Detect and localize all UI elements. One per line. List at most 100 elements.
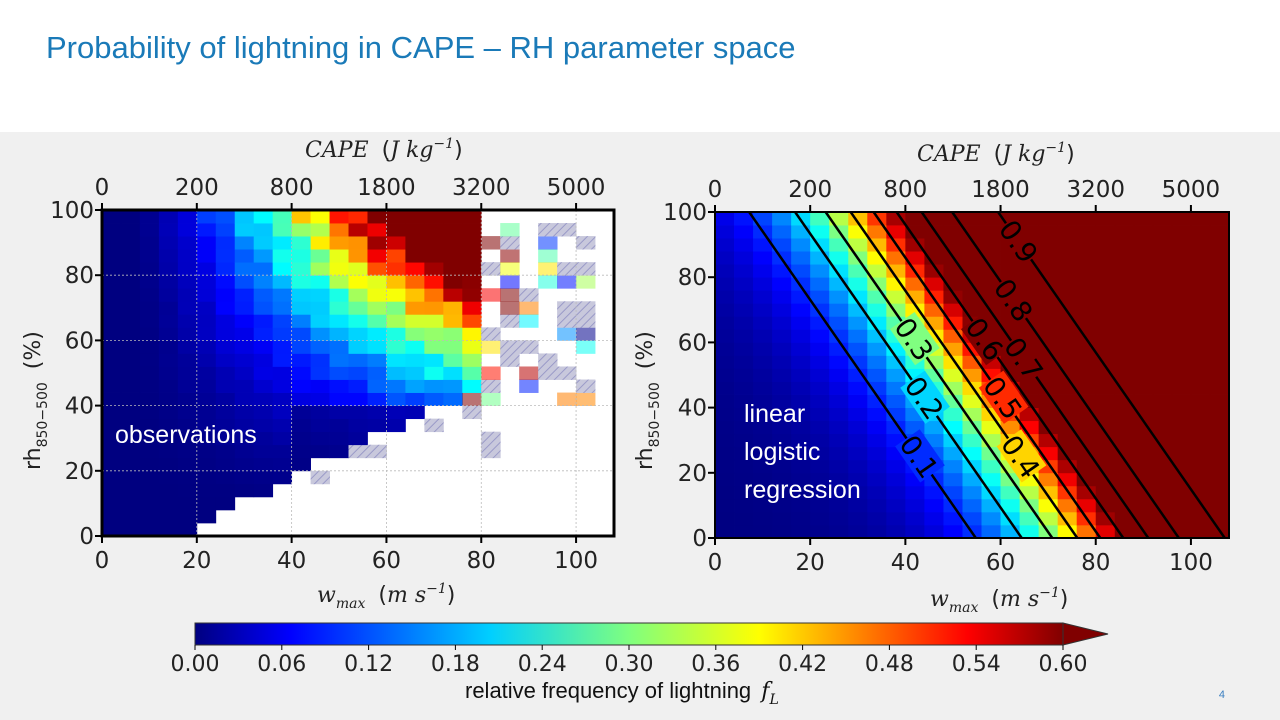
- heatmap-cell: [272, 444, 293, 459]
- heatmap-cell: [886, 264, 906, 278]
- heatmap-cell: [1190, 225, 1211, 239]
- heatmap-cell: [367, 353, 387, 367]
- y-tick-label: 40: [678, 396, 707, 422]
- heatmap-cell: [867, 498, 887, 513]
- heatmap-cell: [102, 444, 122, 459]
- x-tick-label: 40: [277, 548, 306, 574]
- heatmap-cell: [291, 392, 311, 406]
- heatmap-cell: [291, 327, 311, 341]
- heatmap-cell: [1095, 485, 1116, 500]
- heatmap-cell: [791, 368, 811, 382]
- heatmap-cell: [867, 524, 887, 538]
- heatmap-cell: [139, 379, 160, 393]
- heatmap-cell: [810, 511, 830, 526]
- heatmap-cell: [215, 470, 236, 485]
- heatmap-cell: [791, 381, 811, 395]
- heatmap-cell: [810, 225, 830, 239]
- top-tick-label: 1800: [357, 175, 416, 201]
- top-tick-label: 800: [270, 175, 314, 201]
- heatmap-cell-sparse: [481, 340, 501, 354]
- heatmap-cell: [848, 472, 868, 487]
- heatmap-cell: [867, 264, 887, 278]
- heatmap-cell: [367, 418, 387, 433]
- heatmap-cell: [734, 342, 754, 356]
- heatmap-cell: [734, 433, 754, 448]
- heatmap-cell-sparse: [500, 236, 520, 250]
- heatmap-cell: [1076, 264, 1097, 278]
- heatmap-cell: [772, 472, 792, 487]
- heatmap-cell: [753, 238, 773, 252]
- heatmap-cell: [443, 327, 463, 341]
- heatmap-cell: [753, 329, 773, 343]
- heatmap-cell: [1057, 329, 1078, 343]
- heatmap-cell: [158, 405, 179, 420]
- heatmap-cell: [139, 483, 160, 498]
- heatmap-cell: [120, 418, 141, 433]
- heatmap-cell: [329, 444, 349, 459]
- heatmap-cell: [405, 236, 425, 250]
- heatmap-cell: [829, 290, 849, 304]
- heatmap-cell-sparse: [538, 236, 558, 250]
- heatmap-cell: [139, 223, 160, 237]
- heatmap-cell: [1019, 511, 1040, 526]
- heatmap-cell: [329, 249, 349, 263]
- heatmap-cell: [348, 275, 368, 289]
- heatmap-cell: [405, 340, 425, 354]
- heatmap-cell: [158, 457, 179, 472]
- heatmap-cell: [1209, 511, 1229, 526]
- heatmap-cell: [215, 262, 236, 276]
- heatmap-cell: [196, 470, 217, 485]
- colorbar-ticks: 0.00 0.06 0.12 0.18 0.24 0.30 0.36 0.42 0.48 0.54…: [171, 645, 1087, 677]
- heatmap-cell-sparse: [576, 301, 596, 315]
- heatmap-cell: [1209, 212, 1229, 226]
- heatmap-cell: [386, 262, 406, 276]
- heatmap-cell: [253, 223, 274, 237]
- heatmap-cell: [810, 368, 830, 382]
- heatmap-cell: [367, 327, 387, 341]
- heatmap-cell: [734, 459, 754, 474]
- heatmap-cell: [443, 379, 463, 393]
- heatmap-cell: [1209, 238, 1229, 252]
- top-tick-label: 5000: [1162, 177, 1221, 203]
- heatmap-cell: [177, 301, 198, 315]
- heatmap-cell: [772, 368, 792, 382]
- heatmap-cell: [139, 496, 160, 511]
- heatmap-cell: [348, 366, 368, 380]
- heatmap-cell: [715, 524, 735, 538]
- heatmap-cell: [1133, 498, 1154, 513]
- heatmap-cell: [405, 262, 425, 276]
- heatmap-cell: [139, 301, 160, 315]
- heatmap-cell: [772, 381, 792, 395]
- heatmap-cell: [272, 340, 293, 354]
- heatmap-cell: [102, 366, 122, 380]
- heatmap-cell: [848, 485, 868, 500]
- x-tick-label: 0: [708, 550, 723, 576]
- heatmap-cell: [291, 340, 311, 354]
- heatmap-cell: [734, 498, 754, 513]
- heatmap-cell: [810, 446, 830, 461]
- heatmap-cell: [1095, 407, 1116, 422]
- heatmap-cell: [158, 301, 179, 315]
- heatmap-cell: [1171, 498, 1192, 513]
- heatmap-cell: [1076, 524, 1097, 538]
- heatmap-cell: [734, 303, 754, 317]
- heatmap-cell: [234, 457, 255, 472]
- heatmap-cell: [272, 210, 293, 224]
- heatmap-cell: [1152, 303, 1173, 317]
- heatmap-cell: [1114, 420, 1135, 435]
- heatmap-cell: [867, 420, 887, 435]
- right-y-ticks: 0 20 40 60 80 100: [663, 200, 715, 552]
- heatmap-cell: [1000, 264, 1020, 278]
- heatmap-cell: [1076, 368, 1097, 382]
- heatmap-cell: [139, 340, 160, 354]
- heatmap-cell: [886, 368, 906, 382]
- heatmap-cell: [943, 459, 963, 474]
- heatmap-cell: [177, 379, 198, 393]
- heatmap-cell: [829, 524, 849, 538]
- heatmap-cell-sparse: [519, 288, 539, 302]
- heatmap-cell: [462, 249, 482, 263]
- heatmap-cell: [1209, 446, 1229, 461]
- heatmap-cell: [139, 457, 160, 472]
- heatmap-cell: [1209, 433, 1229, 448]
- heatmap-cell: [405, 379, 425, 393]
